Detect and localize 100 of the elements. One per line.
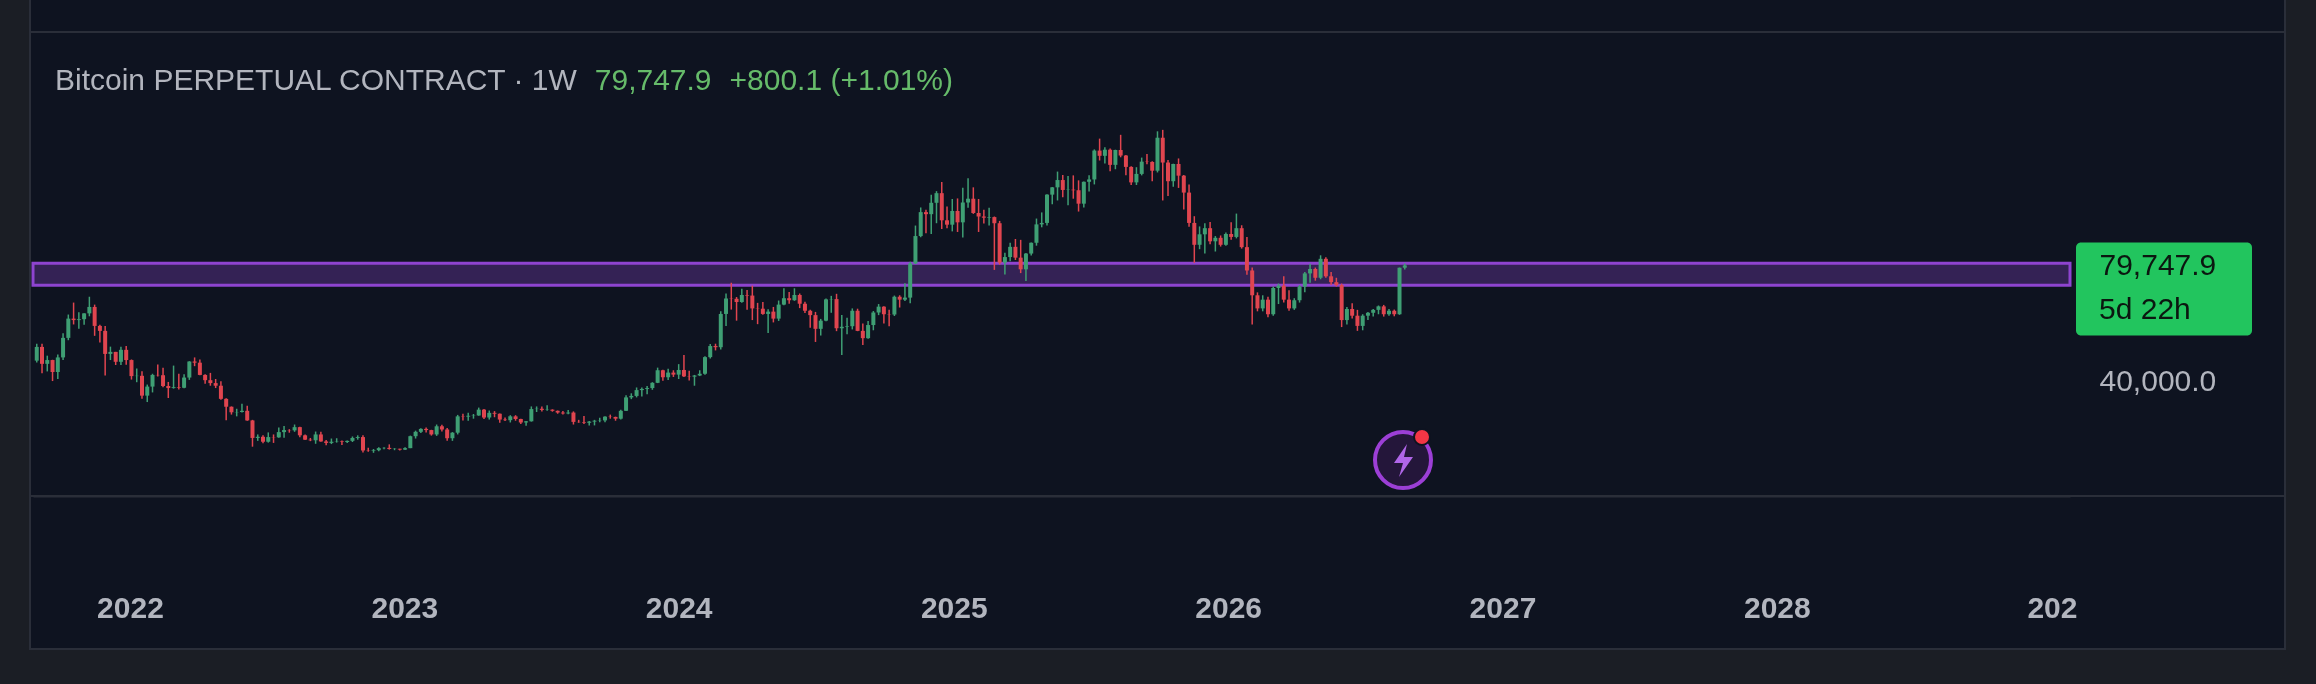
candlestick xyxy=(992,215,997,271)
candlestick xyxy=(702,355,707,376)
candlestick xyxy=(1197,225,1202,250)
candlestick xyxy=(966,177,971,209)
candlestick xyxy=(813,311,818,343)
candlestick xyxy=(1081,180,1086,209)
candlestick xyxy=(366,447,371,453)
candlestick xyxy=(950,198,955,233)
candlestick xyxy=(1302,271,1307,294)
candlestick xyxy=(750,284,755,321)
text: Bitcoin PERPETUAL CONTRACT · 1W xyxy=(55,63,577,96)
candlestick xyxy=(1202,222,1207,255)
candlestick xyxy=(1002,251,1007,276)
candlestick xyxy=(745,289,750,311)
candlestick xyxy=(1108,147,1113,173)
candlestick xyxy=(150,373,155,394)
x-tick-label: 2024 xyxy=(645,590,713,624)
y-tick-label: 40,000.0 xyxy=(2099,363,2217,397)
candlestick xyxy=(787,291,792,305)
candlestick xyxy=(1023,252,1028,282)
candlestick xyxy=(987,207,992,227)
candlestick xyxy=(887,309,892,327)
candlestick xyxy=(1265,295,1270,318)
candlestick xyxy=(1323,256,1328,279)
candlestick xyxy=(945,205,950,229)
candlestick xyxy=(1150,160,1155,182)
candlestick xyxy=(1287,289,1292,312)
candlestick xyxy=(1087,174,1092,193)
candlestick xyxy=(282,425,287,439)
candlestick xyxy=(871,310,876,332)
candlestick xyxy=(918,206,923,238)
x-tick-label: 202 xyxy=(2027,590,2078,624)
candlestick xyxy=(1208,221,1213,245)
candlestick xyxy=(187,360,192,381)
candlestick xyxy=(61,332,66,361)
candlestick xyxy=(1318,254,1323,280)
candlestick xyxy=(103,325,108,377)
candlestick xyxy=(1118,134,1123,159)
candlestick xyxy=(934,190,939,224)
candlestick xyxy=(460,412,465,422)
candlestick xyxy=(755,302,760,325)
candlestick xyxy=(129,358,134,381)
candlestick xyxy=(1355,309,1360,332)
candlestick xyxy=(1013,238,1018,261)
x-tick-label: 2027 xyxy=(1469,590,1537,624)
candlestick xyxy=(955,197,960,233)
candlestick xyxy=(1281,275,1286,304)
candlestick xyxy=(971,186,976,215)
x-tick-label: 2028 xyxy=(1743,590,1811,624)
candlestick xyxy=(960,186,965,239)
candlestick xyxy=(976,198,981,233)
candlestick xyxy=(1176,157,1181,189)
candlestick xyxy=(124,345,129,366)
candlestick xyxy=(97,324,102,344)
candlestick xyxy=(1097,137,1102,162)
candlestick xyxy=(1255,291,1260,313)
candlestick xyxy=(1123,154,1128,177)
candlestick xyxy=(171,364,176,390)
candlestick xyxy=(681,354,686,378)
candlestick xyxy=(724,292,729,327)
candlestick xyxy=(729,281,734,311)
candlestick xyxy=(1034,217,1039,247)
candlestick xyxy=(139,370,144,400)
candlestick xyxy=(687,370,692,382)
candlestick xyxy=(581,415,586,425)
candlestick xyxy=(55,353,60,380)
candlestick xyxy=(66,313,71,341)
candlestick xyxy=(455,414,460,436)
candlestick xyxy=(466,412,471,422)
x-tick-label: 2022 xyxy=(97,590,164,624)
candlestick xyxy=(1234,212,1239,240)
candlestick xyxy=(1008,242,1013,262)
candlestick xyxy=(734,296,739,322)
candlestick xyxy=(87,295,92,318)
x-tick-label: 2026 xyxy=(1195,590,1263,624)
candlestick xyxy=(92,303,97,337)
x-tick-label: 2025 xyxy=(920,590,988,624)
candlestick xyxy=(860,322,865,346)
candlestick xyxy=(40,342,45,374)
candlestick xyxy=(1239,224,1244,250)
candlestick xyxy=(1371,308,1376,318)
candlestick xyxy=(1244,236,1249,276)
candlestick xyxy=(929,193,934,235)
candlestick xyxy=(892,294,897,317)
candlestick xyxy=(1192,215,1197,264)
candlestick xyxy=(850,307,855,331)
candlestick xyxy=(118,345,123,366)
candlestick xyxy=(645,385,650,395)
candlestick xyxy=(161,366,166,388)
candlestick xyxy=(1129,165,1134,186)
candlestick xyxy=(218,380,223,401)
candlestick xyxy=(1076,179,1081,213)
candlestick xyxy=(1055,170,1060,202)
annotation: +800.1 (+1.01%) xyxy=(729,63,954,96)
annotation: 79,747.9 xyxy=(594,63,712,96)
candlestick xyxy=(34,342,39,364)
candlestick xyxy=(1018,239,1023,274)
candlestick xyxy=(923,209,928,234)
candlestick xyxy=(76,311,81,330)
text: 5d 22h xyxy=(2099,292,2191,326)
